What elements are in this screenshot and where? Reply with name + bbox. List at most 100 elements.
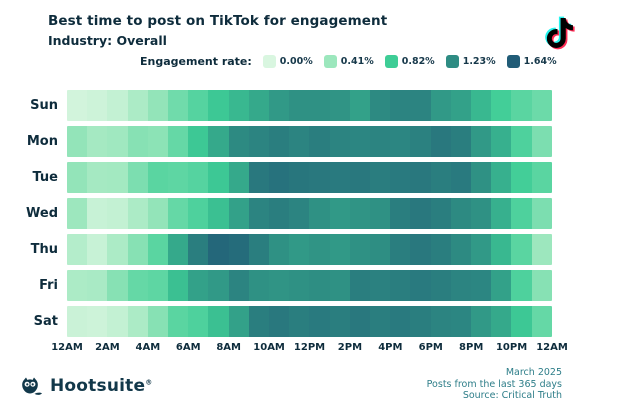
day-label: Sun: [30, 98, 58, 113]
heatmap-cell: [188, 90, 209, 121]
legend-label: Engagement rate:: [140, 55, 252, 68]
heatmap-cell: [471, 234, 492, 265]
heatmap-cell: [471, 90, 492, 121]
x-axis-tick: 12AM: [536, 342, 568, 353]
heatmap-cell: [228, 198, 249, 229]
heatmap-row-cells: [67, 126, 552, 157]
heatmap-cell: [349, 198, 371, 229]
heatmap-cell: [329, 234, 350, 265]
heatmap-row: Sat: [14, 306, 552, 337]
heatmap-cell: [107, 126, 128, 157]
heatmap-cell: [430, 270, 451, 301]
heatmap-cell: [349, 162, 371, 193]
heatmap-cell: [370, 270, 391, 301]
heatmap-cell: [248, 198, 270, 229]
heatmap-cell: [269, 126, 290, 157]
heatmap-row: Tue: [14, 162, 552, 193]
heatmap-cell: [430, 126, 451, 157]
heatmap-cell: [188, 306, 209, 337]
heatmap-cell: [471, 198, 492, 229]
legend-value: 0.41%: [340, 56, 374, 67]
heatmap-cell: [450, 234, 472, 265]
heatmap-cell: [67, 90, 88, 121]
heatmap-cell: [67, 162, 88, 193]
legend-item: 0.41%: [323, 55, 374, 68]
x-axis: 12AM 2AM 4AM 6AM 8AM 10AM 12PM 2PM 4PM 6PM 8PM 10PM…: [51, 342, 568, 360]
heatmap-cell: [471, 162, 492, 193]
heatmap-cell: [491, 234, 512, 265]
footer-meta: March 2025 Posts from the last 365 days …: [427, 367, 562, 402]
hootsuite-owl-icon: [22, 377, 42, 395]
heatmap-cell: [471, 306, 492, 337]
heatmap-cell: [430, 162, 451, 193]
legend-value: 1.64%: [523, 56, 557, 67]
heatmap-cell: [531, 126, 552, 157]
heatmap-cell: [188, 270, 209, 301]
x-axis-tick: 4AM: [135, 342, 161, 353]
heatmap-cell: [329, 270, 350, 301]
heatmap-cell: [329, 162, 350, 193]
heatmap-cell: [127, 306, 148, 337]
heatmap-cell: [410, 90, 431, 121]
heatmap-cell: [208, 234, 229, 265]
heatmap-cell: [370, 126, 391, 157]
heatmap-cell: [147, 234, 169, 265]
heatmap-cell: [87, 234, 108, 265]
heatmap-row: Sun: [14, 90, 552, 121]
legend: Engagement rate: 0.00% 0.41% 0.82% 1.23% 1.6…: [140, 55, 557, 68]
legend-swatch-icon: [262, 55, 276, 68]
footer-meta-line: Posts from the last 365 days: [426, 378, 562, 390]
heatmap-cell: [228, 90, 249, 121]
heatmap-cell: [430, 306, 451, 337]
heatmap-cell: [87, 270, 108, 301]
heatmap-cell: [228, 162, 249, 193]
heatmap-cell: [107, 90, 128, 121]
heatmap-cell: [410, 306, 431, 337]
heatmap-cell: [269, 234, 290, 265]
x-axis-tick: 6AM: [175, 342, 201, 353]
heatmap-cell: [390, 162, 411, 193]
heatmap-cell: [531, 198, 552, 229]
legend-item: 0.00%: [262, 55, 313, 68]
heatmap-cell: [410, 126, 431, 157]
heatmap-cell: [309, 126, 330, 157]
heatmap-cell: [107, 162, 128, 193]
heatmap-cell: [430, 198, 451, 229]
heatmap-cell: [491, 162, 512, 193]
heatmap-cell: [289, 198, 310, 229]
heatmap-cell: [67, 306, 88, 337]
heatmap-cell: [107, 198, 128, 229]
heatmap-cell: [531, 90, 552, 121]
heatmap-cell: [188, 234, 209, 265]
heatmap-cell: [370, 162, 391, 193]
heatmap-cell: [511, 306, 532, 337]
heatmap-cell: [87, 126, 108, 157]
heatmap-cell: [370, 234, 391, 265]
heatmap-cell: [491, 270, 512, 301]
heatmap-cell: [208, 198, 229, 229]
heatmap-cell: [430, 90, 451, 121]
x-axis-tick: 2PM: [337, 342, 363, 353]
heatmap-cell: [289, 162, 310, 193]
legend-swatch-icon: [384, 55, 398, 68]
heatmap-cell: [349, 234, 371, 265]
heatmap-cell: [228, 270, 249, 301]
heatmap-cell: [147, 306, 169, 337]
heatmap-cell: [309, 90, 330, 121]
heatmap-cell: [349, 126, 371, 157]
heatmap-row-cells: [67, 162, 552, 193]
heatmap-cell: [430, 234, 451, 265]
heatmap-cell: [248, 270, 270, 301]
x-axis-tick: 6PM: [418, 342, 443, 353]
heatmap-row: Mon: [14, 126, 552, 157]
heatmap-cell: [349, 90, 371, 121]
legend-item: 0.82%: [384, 55, 435, 68]
heatmap-cell: [188, 198, 209, 229]
heatmap-cell: [309, 162, 330, 193]
legend-item: 1.23%: [445, 55, 496, 68]
heatmap-cell: [349, 306, 371, 337]
heatmap-cell: [87, 162, 108, 193]
heatmap-cell: [87, 198, 108, 229]
heatmap-cell: [531, 270, 552, 301]
